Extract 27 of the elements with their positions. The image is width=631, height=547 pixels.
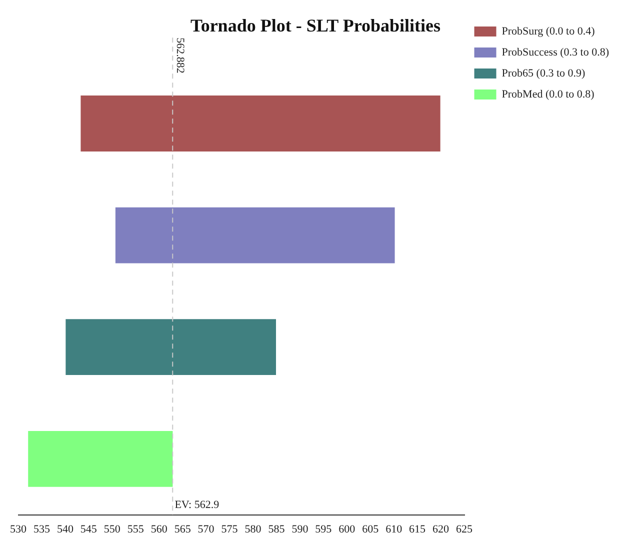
x-tick-label: 585 bbox=[268, 523, 286, 536]
legend-label: Prob65 (0.3 to 0.9) bbox=[502, 67, 586, 80]
x-tick-label: 540 bbox=[56, 523, 74, 536]
x-tick-label: 535 bbox=[33, 523, 50, 536]
x-tick-label: 605 bbox=[362, 523, 380, 536]
x-tick-label: 570 bbox=[198, 523, 215, 536]
x-tick-label: 600 bbox=[338, 523, 356, 536]
x-tick-label: 530 bbox=[10, 523, 27, 536]
x-tick-label: 595 bbox=[315, 523, 332, 536]
x-tick-label: 625 bbox=[456, 523, 474, 536]
x-tick-label: 550 bbox=[104, 523, 121, 536]
x-tick-label: 565 bbox=[174, 523, 192, 536]
ref-line-label: 562.882 bbox=[174, 38, 186, 74]
x-tick-label: 545 bbox=[80, 523, 98, 536]
legend-label: ProbMed (0.0 to 0.8) bbox=[502, 88, 595, 100]
x-tick-label: 560 bbox=[150, 523, 168, 536]
x-tick-label: 555 bbox=[127, 523, 144, 536]
x-tick-label: 610 bbox=[386, 523, 403, 536]
legend-label: ProbSuccess (0.3 to 0.8) bbox=[502, 46, 610, 58]
x-tick-label: 580 bbox=[244, 523, 262, 536]
x-tick-label: 575 bbox=[221, 523, 238, 536]
chart-title: Tornado Plot - SLT Probabilities bbox=[190, 15, 441, 36]
x-tick-label: 620 bbox=[432, 523, 450, 536]
x-tick-label: 590 bbox=[292, 523, 309, 536]
x-tick-label: 615 bbox=[409, 523, 426, 536]
annotation: EV: 562.9 bbox=[174, 499, 220, 512]
legend-label: ProbSurg (0.0 to 0.4) bbox=[502, 25, 596, 38]
